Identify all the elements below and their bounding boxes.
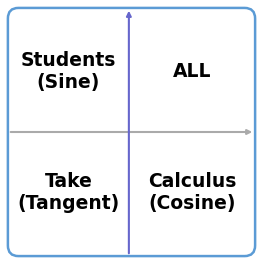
Text: Calculus
(Cosine): Calculus (Cosine) [148,172,236,213]
FancyBboxPatch shape [8,8,255,256]
Text: Take
(Tangent): Take (Tangent) [17,172,119,213]
Text: Students
(Sine): Students (Sine) [21,51,116,92]
Text: ALL: ALL [173,62,211,81]
